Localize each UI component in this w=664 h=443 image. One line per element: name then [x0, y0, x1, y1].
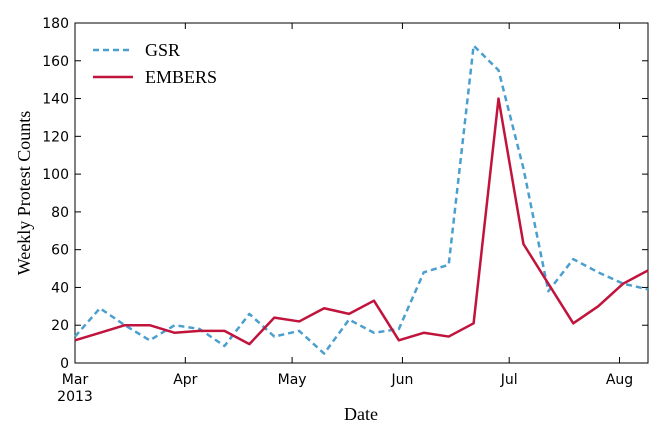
y-tick-label: 60 — [51, 243, 69, 259]
y-tick-label: 100 — [42, 167, 69, 183]
series-line — [74, 97, 649, 346]
y-tick-label: 120 — [42, 129, 69, 145]
legend-label: GSR — [145, 40, 180, 60]
x-tick-label: May — [278, 372, 307, 388]
y-tick-label: 0 — [60, 356, 69, 372]
y-tick-label: 20 — [51, 318, 69, 334]
x-axis-label: Date — [344, 404, 378, 424]
x-tick-label: Mar 2013 — [57, 372, 93, 405]
x-tick-label: Aug — [606, 372, 633, 388]
y-tick-label: 160 — [42, 54, 69, 70]
x-tick-label: Jun — [390, 372, 413, 388]
y-tick-label: 40 — [51, 280, 69, 296]
y-axis-label: Weekly Protest Counts — [14, 111, 34, 276]
y-tick-label: 140 — [42, 92, 69, 108]
y-tick-label: 80 — [51, 205, 69, 221]
x-tick-label: Jul — [500, 372, 518, 388]
series-line — [74, 44, 649, 355]
y-tick-label: 180 — [42, 16, 69, 32]
x-tick-label: Apr — [173, 372, 197, 388]
legend-label: EMBERS — [145, 67, 217, 87]
plot-frame — [74, 22, 649, 364]
